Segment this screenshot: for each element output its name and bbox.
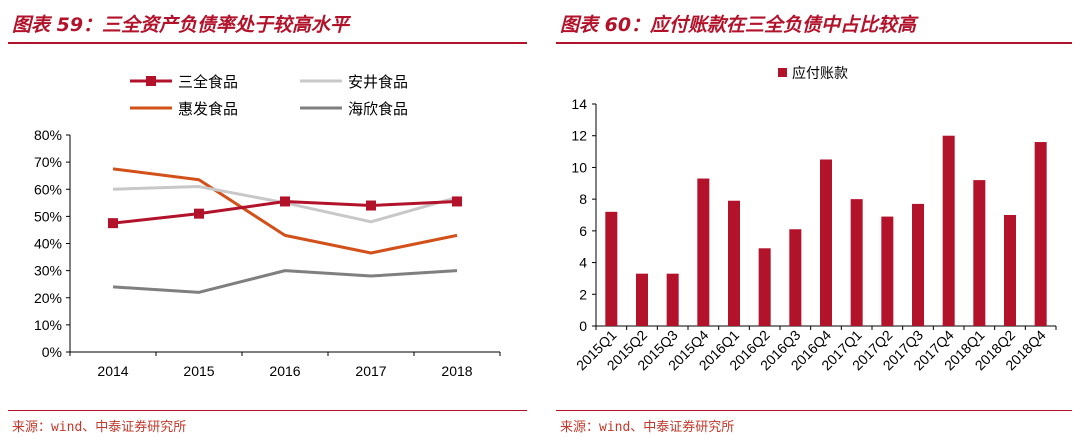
legend-swatch (778, 68, 787, 77)
y-tick-label: 10 (571, 159, 587, 175)
y-tick-label: 60% (34, 181, 62, 197)
bar (666, 273, 679, 326)
bar (1034, 142, 1047, 326)
data-point (452, 196, 462, 207)
series-line-惠发食品 (112, 167, 458, 255)
legend-label: 三全食品 (178, 73, 238, 91)
legend-label: 海欣食品 (348, 100, 408, 118)
left-source-rule (8, 410, 527, 411)
bar (973, 180, 986, 326)
bar (605, 211, 618, 326)
bar (820, 159, 832, 326)
y-tick-label: 70% (34, 154, 62, 170)
right-chart-panel: 图表 60：应付账款在三全负债中占比较高 0 2 4 6 8 10 12 14 2015Q1 20… (548, 0, 1080, 438)
y-tick-label: 50% (34, 208, 62, 224)
y-tick-label: 30% (34, 263, 62, 279)
data-point (108, 218, 118, 229)
y-tick-label: 2 (579, 286, 587, 302)
bar (850, 199, 863, 326)
bar (942, 135, 955, 326)
bar (728, 200, 740, 326)
y-tick-label: 4 (579, 255, 587, 271)
bar (1004, 215, 1016, 326)
x-tick-label: 2015 (183, 363, 214, 379)
y-tick-label: 10% (34, 317, 62, 333)
left-line-chart: 0% 10% 20% 30% 40% 50% 60% 70% 80% 2014 2015 2016 20… (34, 73, 501, 379)
x-tick-label: 2014 (97, 363, 128, 379)
legend-marker (146, 76, 156, 86)
y-tick-label: 6 (579, 223, 587, 239)
legend-label: 安井食品 (348, 73, 408, 91)
bar (636, 273, 648, 326)
bar (789, 229, 802, 326)
y-tick-label: 12 (571, 128, 587, 144)
x-tick-label: 2016 (269, 363, 300, 379)
x-tick-label: 2018 (441, 363, 472, 379)
left-title-rule (8, 42, 527, 44)
bar (912, 203, 924, 326)
y-tick-label: 80% (34, 127, 62, 143)
y-tick-label: 40% (34, 236, 62, 252)
x-tick-label: 2017 (355, 363, 386, 379)
y-tick-label: 8 (579, 191, 587, 207)
right-bar-chart: 024681012142015Q12015Q22015Q32015Q42016Q… (571, 65, 1057, 373)
y-tick-label: 14 (571, 96, 587, 112)
y-tick-label: 0% (42, 344, 62, 360)
series-line-海欣食品 (112, 269, 458, 294)
y-tick-label: 20% (34, 290, 62, 306)
y-tick-label: 0 (579, 318, 587, 334)
data-point (280, 196, 290, 207)
left-chart-panel: 图表 59：三全资产负债率处于较高水平 0% 10% 20% 30% 40% 50% 60%… (0, 0, 535, 438)
legend-label: 惠发食品 (178, 100, 238, 118)
bar (881, 216, 894, 326)
left-source-text: 来源：wind、中泰证券研究所 (12, 420, 187, 435)
bar (758, 248, 771, 326)
right-title-rule (556, 42, 1072, 44)
legend-label: 应付账款 (792, 65, 848, 82)
left-chart-title: 图表 59：三全资产负债率处于较高水平 (12, 14, 350, 36)
bar (697, 178, 710, 326)
right-source-rule (556, 410, 1072, 411)
right-chart-title: 图表 60：应付账款在三全负债中占比较高 (560, 14, 917, 36)
right-source-text: 来源：wind、中泰证券研究所 (560, 420, 735, 435)
data-point (194, 208, 204, 219)
data-point (366, 200, 376, 211)
